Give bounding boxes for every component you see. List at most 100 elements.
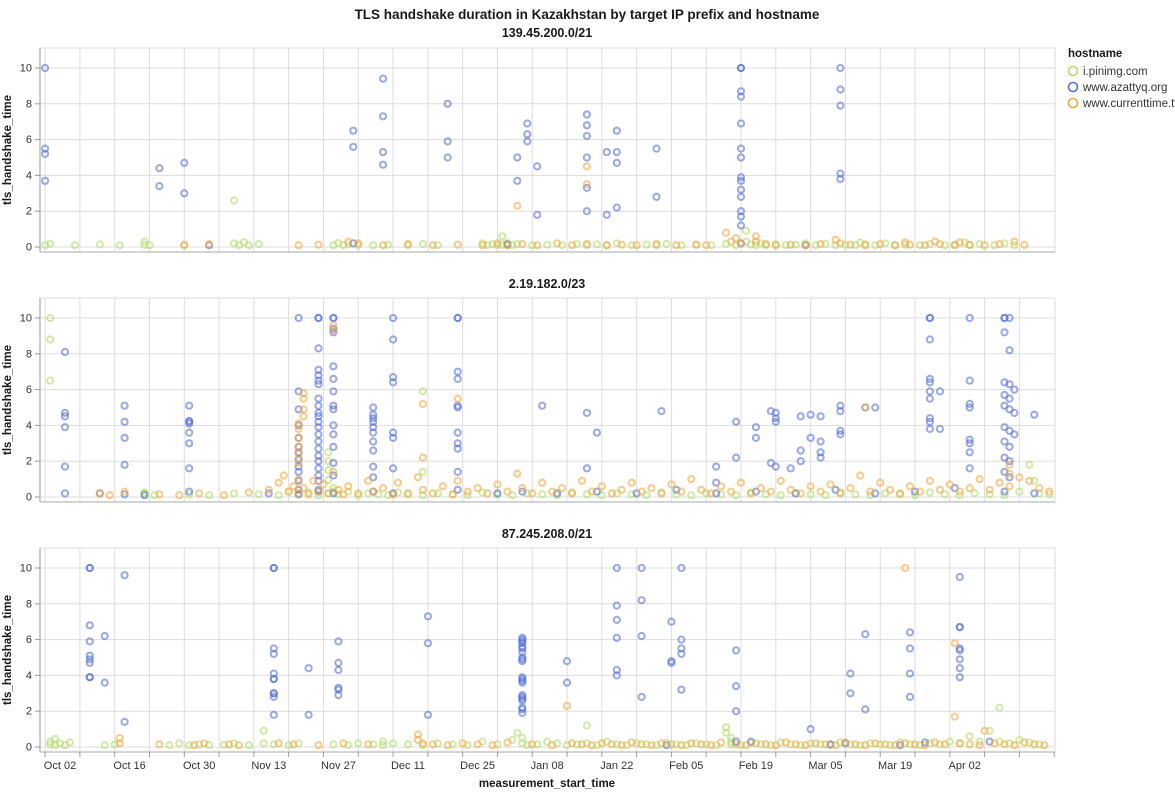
legend-title: hostname (1068, 48, 1122, 60)
data-point-www.currenttime.tv (965, 740, 974, 749)
data-point-i.pinimg.com (433, 489, 442, 498)
data-point-www.currenttime.tv (155, 740, 164, 749)
data-point-www.currenttime.tv (324, 489, 333, 498)
data-point-i.pinimg.com (384, 240, 393, 249)
legend-label-currenttime[interactable]: www.currenttime.tv (1082, 98, 1175, 110)
data-point-www.currenttime.tv (657, 739, 666, 748)
data-point-www.azattyq.org (314, 423, 323, 432)
data-point-www.currenttime.tv (732, 234, 741, 243)
data-point-www.currenttime.tv (935, 485, 945, 494)
data-point-www.azattyq.org (369, 446, 378, 455)
data-point-www.azattyq.org (389, 313, 398, 323)
data-point-www.azattyq.org (533, 210, 542, 219)
data-point-www.azattyq.org (120, 417, 129, 426)
legend-swatch-azattyq-icon[interactable] (1067, 81, 1079, 93)
data-point-www.currenttime.tv (304, 490, 313, 499)
data-point-www.currenttime.tv (115, 739, 124, 748)
data-point-www.azattyq.org (304, 710, 313, 719)
data-point-www.azattyq.org (334, 658, 343, 668)
data-point-www.currenttime.tv (886, 485, 895, 494)
data-point-i.pinimg.com (816, 740, 825, 749)
data-point-www.currenttime.tv (637, 740, 646, 749)
x-tick-label: Mar 05 (808, 760, 842, 772)
data-point-www.currenttime.tv (453, 240, 462, 249)
data-point-www.currenttime.tv (920, 241, 930, 250)
data-point-www.currenttime.tv (876, 240, 885, 249)
data-point-www.currenttime.tv (294, 458, 303, 468)
data-point-www.currenttime.tv (736, 239, 746, 248)
data-point-i.pinimg.com (244, 741, 253, 750)
data-point-www.currenttime.tv (771, 741, 780, 750)
data-point-i.pinimg.com (627, 490, 636, 499)
y-tick-label: 10 (20, 313, 32, 325)
data-point-i.pinimg.com (254, 490, 263, 499)
data-point-i.pinimg.com (707, 241, 716, 250)
data-point-www.currenttime.tv (861, 741, 870, 750)
data-point-i.pinimg.com (498, 232, 507, 241)
data-point-www.azattyq.org (60, 423, 70, 432)
y-tick-label: 4 (26, 670, 32, 682)
data-point-www.currenttime.tv (567, 739, 577, 748)
data-point-www.azattyq.org (736, 153, 746, 162)
data-point-www.azattyq.org (518, 644, 527, 653)
data-point-www.currenttime.tv (1040, 741, 1049, 750)
data-point-www.azattyq.org (533, 162, 542, 171)
data-point-i.pinimg.com (145, 241, 154, 250)
data-point-www.azattyq.org (304, 664, 313, 673)
data-point-www.currenttime.tv (826, 480, 835, 489)
panel-border (39, 297, 1056, 503)
data-point-i.pinimg.com (592, 240, 602, 249)
data-point-www.currenttime.tv (190, 741, 199, 750)
data-point-www.currenttime.tv (339, 739, 348, 748)
data-point-i.pinimg.com (791, 240, 800, 249)
data-point-www.currenttime.tv (463, 487, 472, 496)
data-point-www.azattyq.org (1005, 346, 1014, 355)
data-point-www.currenttime.tv (647, 484, 656, 493)
data-point-www.azattyq.org (85, 621, 94, 630)
data-point-www.currenttime.tv (647, 741, 656, 750)
data-point-www.currenttime.tv (707, 741, 716, 750)
data-point-i.pinimg.com (1035, 740, 1044, 749)
data-point-www.azattyq.org (185, 401, 194, 410)
data-point-www.currenttime.tv (836, 489, 845, 498)
data-point-www.azattyq.org (925, 374, 935, 383)
data-point-www.azattyq.org (1000, 437, 1009, 446)
data-point-www.currenttime.tv (294, 475, 303, 484)
data-point-i.pinimg.com (379, 737, 388, 746)
x-tick-label: Dec 25 (460, 760, 495, 772)
data-point-i.pinimg.com (955, 491, 964, 500)
data-point-www.azattyq.org (41, 149, 50, 158)
data-point-i.pinimg.com (821, 240, 830, 249)
data-point-www.azattyq.org (732, 646, 741, 655)
data-point-www.currenttime.tv (975, 741, 984, 750)
data-point-www.currenttime.tv (736, 478, 746, 487)
data-point-www.azattyq.org (389, 433, 398, 442)
data-point-www.currenttime.tv (915, 487, 925, 496)
data-point-www.azattyq.org (667, 658, 676, 668)
data-point-www.currenttime.tv (567, 241, 577, 250)
legend-swatch-pinimg-icon[interactable] (1067, 65, 1079, 77)
data-point-www.currenttime.tv (299, 394, 308, 403)
data-point-www.azattyq.org (100, 631, 109, 641)
data-point-i.pinimg.com (95, 240, 104, 249)
data-point-www.azattyq.org (453, 467, 462, 476)
data-point-i.pinimg.com (612, 740, 621, 749)
data-point-i.pinimg.com (806, 490, 815, 499)
data-point-i.pinimg.com (46, 740, 55, 749)
data-point-www.azattyq.org (1000, 313, 1009, 323)
data-point-www.azattyq.org (453, 428, 462, 437)
data-point-www.currenttime.tv (816, 240, 825, 249)
data-point-i.pinimg.com (46, 313, 55, 323)
data-point-www.azattyq.org (736, 221, 746, 230)
legend-label-pinimg[interactable]: i.pinimg.com (1083, 66, 1148, 78)
y-tick-label: 6 (26, 384, 32, 396)
data-point-www.currenttime.tv (339, 490, 348, 499)
data-point-www.azattyq.org (60, 408, 70, 417)
data-point-www.currenttime.tv (1010, 237, 1019, 246)
data-point-www.currenttime.tv (891, 241, 900, 250)
legend-swatch-currenttime-icon[interactable] (1067, 97, 1079, 109)
data-point-www.currenttime.tv (314, 487, 323, 496)
legend-label-azattyq[interactable]: www.azattyq.org (1082, 82, 1167, 94)
data-point-i.pinimg.com (796, 741, 805, 750)
